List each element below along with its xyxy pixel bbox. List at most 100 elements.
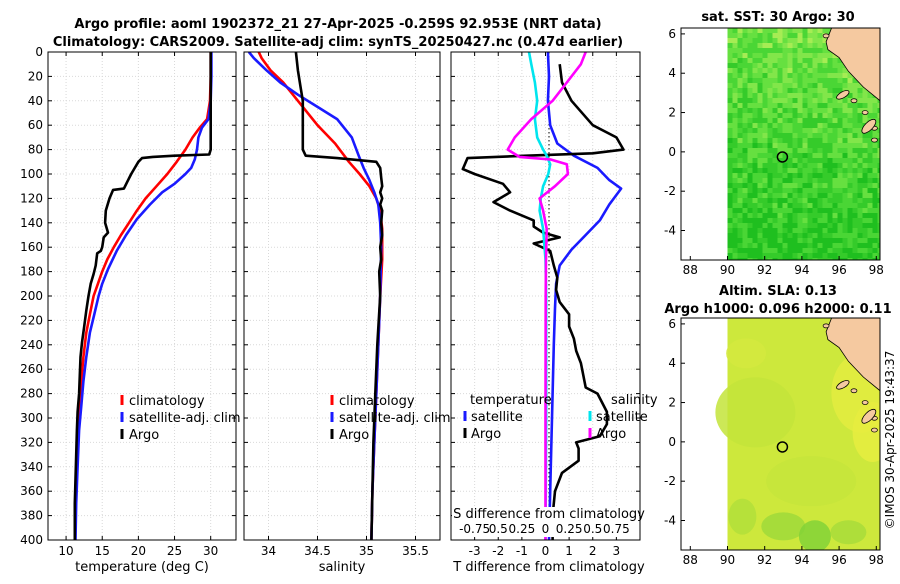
y-tick-label: 6 [668,317,676,331]
sst-cell [742,238,748,244]
sst-cell [822,213,828,219]
sst-cell [787,28,793,34]
sst-cell [877,253,880,259]
sst-cell [817,158,823,164]
sst-cell [747,168,753,174]
sst-cell [802,158,808,164]
sst-cell [782,108,788,114]
sst-cell [742,243,748,249]
sst-cell [837,213,843,219]
sst-cell [727,78,733,84]
sst-cell [777,208,783,214]
sst-cell [732,63,738,69]
sst-cell [812,83,818,89]
sst-cell [777,68,783,74]
sst-cell [797,33,803,39]
sst-cell [852,168,858,174]
sst-cell [857,163,863,169]
sst-cell [807,178,813,184]
sst-cell [842,113,848,119]
sst-cell [802,138,808,144]
x-tick-label: 94 [794,263,809,277]
sst-cell [832,128,838,134]
sst-cell [827,58,833,64]
sst-cell [812,128,818,134]
sst-cell [757,83,763,89]
sst-cell [732,198,738,204]
sst-cell [792,138,798,144]
sst-cell [862,143,868,149]
sst-cell [752,58,758,64]
sst-cell [772,83,778,89]
sst-cell [792,208,798,214]
sst-cell [792,118,798,124]
sst-cell [827,123,833,129]
sst-cell [727,198,733,204]
sst-cell [782,238,788,244]
sst-cell [832,93,838,99]
sst-cell [747,153,753,159]
sst-cell [787,173,793,179]
sst-cell [762,73,768,79]
sst-cell [862,248,868,254]
sst-cell [732,128,738,134]
sst-cell [762,138,768,144]
y-tick-label: 160 [20,240,43,254]
sst-cell [752,43,758,49]
sst-cell [772,48,778,54]
sst-cell [872,203,878,209]
sst-cell [727,188,733,194]
sst-cell [822,73,828,79]
sst-cell [737,148,743,154]
sst-cell [792,33,798,39]
sst-cell [812,193,818,199]
x-tick-label: 10 [58,544,73,558]
sst-cell [862,213,868,219]
sst-cell [737,253,743,259]
sst-cell [802,233,808,239]
sst-cell [877,228,880,234]
sst-cell [827,198,833,204]
sst-cell [822,93,828,99]
sst-cell [877,123,880,129]
sst-cell [817,83,823,89]
sst-cell [847,73,853,79]
sst-cell [787,168,793,174]
sst-cell [757,68,763,74]
sst-cell [732,68,738,74]
sst-cell [802,33,808,39]
sst-cell [747,223,753,229]
sst-cell [802,203,808,209]
x-tick-label: 3 [613,544,621,558]
sst-cell [812,148,818,154]
sst-cell [802,173,808,179]
sst-cell [807,53,813,59]
y-tick-label: 2 [668,106,676,120]
sst-cell [827,158,833,164]
sst-cell [817,103,823,109]
sst-cell [752,138,758,144]
sst-cell [737,128,743,134]
sst-cell [822,28,828,34]
series-line-argo [294,52,384,540]
legend-label: climatology [339,394,415,409]
sst-cell [812,248,818,254]
sst-cell [872,133,878,139]
y-tick-label: 100 [20,167,43,181]
sst-cell [747,33,753,39]
sst-cell [787,158,793,164]
sst-cell [852,248,858,254]
sst-cell [747,208,753,214]
y-tick-label: 80 [28,143,43,157]
sst-cell [817,48,823,54]
sst-cell [772,148,778,154]
sst-cell [852,128,858,134]
sst-cell [832,123,838,129]
sst-cell [792,153,798,159]
sst-cell [732,138,738,144]
sst-cell [872,108,878,114]
sst-cell [777,98,783,104]
sst-cell [772,108,778,114]
sst-cell [837,153,843,159]
sst-cell [877,238,880,244]
